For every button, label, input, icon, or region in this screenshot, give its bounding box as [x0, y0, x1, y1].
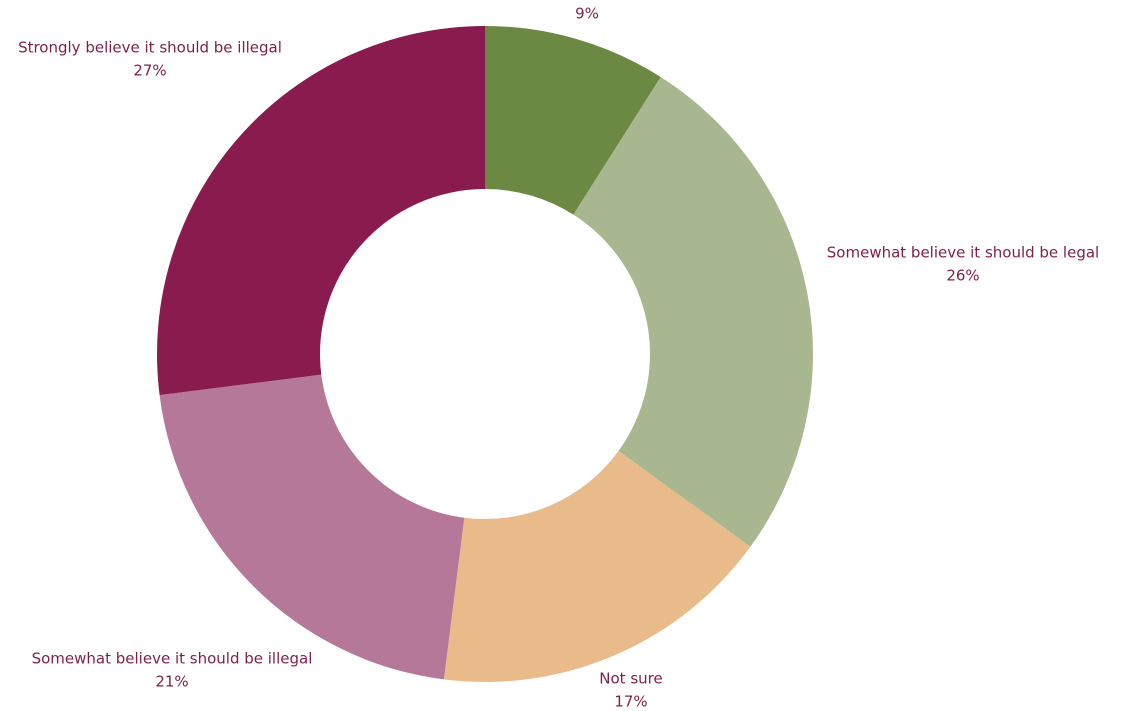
slice-label: Not sure — [599, 670, 662, 688]
slice-label: Strongly believe it should be illegal — [18, 39, 282, 57]
donut-slice — [485, 26, 661, 215]
donut-slice — [573, 77, 813, 547]
value-label: 27% — [133, 62, 166, 80]
donut-slice — [443, 450, 751, 682]
value-label: 17% — [614, 693, 647, 711]
slice-label: Somewhat believe it should be illegal — [32, 650, 313, 668]
value-label: 9% — [575, 5, 599, 23]
donut-slice — [157, 26, 485, 396]
value-label: 21% — [155, 673, 188, 691]
value-label: 26% — [946, 267, 979, 285]
slice-label: Somewhat believe it should be legal — [827, 244, 1099, 262]
donut-slice — [159, 374, 465, 680]
